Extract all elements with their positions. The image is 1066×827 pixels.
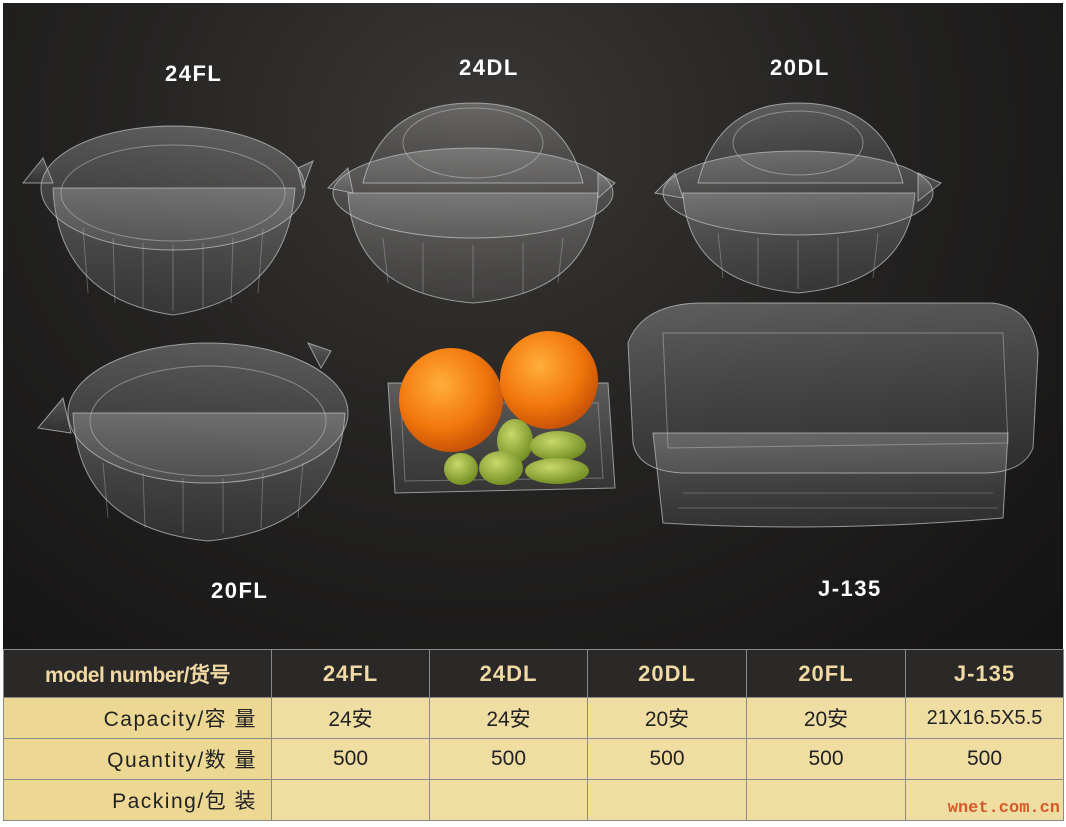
table-row: Capacity/容 量 24安 24安 20安 20安 21X16.5X5.5 xyxy=(3,697,1064,739)
header-24dl: 24DL xyxy=(429,649,588,698)
fruit-tray xyxy=(387,331,616,494)
watermark: wnet.com.cn xyxy=(947,799,1060,818)
product-label-20dl: 20DL xyxy=(770,55,830,80)
table-cell: 500 xyxy=(746,738,906,780)
bowl-24fl xyxy=(21,125,314,316)
table-cell xyxy=(746,779,906,821)
product-label-24fl: 24FL xyxy=(165,61,223,86)
bowl-20fl xyxy=(37,342,349,542)
product-photo: 24FL 24DL 20DL 20FL J-135 xyxy=(3,3,1063,649)
header-24fl: 24FL xyxy=(271,649,430,698)
table-cell xyxy=(429,779,588,821)
product-label-24dl: 24DL xyxy=(459,55,519,80)
table-cell: 500 xyxy=(905,738,1064,780)
table-cell: 500 xyxy=(271,738,430,780)
header-j135: J-135 xyxy=(905,649,1064,698)
table-cell: 500 xyxy=(429,738,588,780)
row-label-packing: Packing/包 装 xyxy=(3,779,272,821)
clamshell-j135 xyxy=(627,302,1039,528)
table-cell: 24安 xyxy=(271,697,430,739)
table-header-row: model number/货号 24FL 24DL 20DL 20FL J-13… xyxy=(3,649,1064,698)
table-cell xyxy=(587,779,747,821)
product-label-20fl: 20FL xyxy=(211,578,269,603)
dome-bowl-20dl xyxy=(653,102,942,294)
table-row: Packing/包 装 xyxy=(3,779,1064,821)
orange-fruit xyxy=(500,331,598,429)
row-label-quantity: Quantity/数 量 xyxy=(3,738,272,780)
table-cell: 20安 xyxy=(587,697,747,739)
row-label-capacity: Capacity/容 量 xyxy=(3,697,272,739)
header-20dl: 20DL xyxy=(587,649,747,698)
dome-bowl-24dl xyxy=(326,102,616,304)
table-cell: 20安 xyxy=(746,697,906,739)
table-cell xyxy=(271,779,430,821)
table-cell: 24安 xyxy=(429,697,588,739)
table-cell xyxy=(905,779,1064,821)
header-20fl: 20FL xyxy=(746,649,906,698)
table-row: Quantity/数 量 500 500 500 500 500 xyxy=(3,738,1064,780)
olive-fruit xyxy=(479,451,523,485)
containers-illustration xyxy=(21,102,1039,542)
olive-fruit xyxy=(530,431,586,461)
product-label-j135: J-135 xyxy=(818,576,882,601)
table-cell: 21X16.5X5.5 xyxy=(905,697,1064,739)
header-model-number: model number/货号 xyxy=(3,649,272,698)
spec-table: model number/货号 24FL 24DL 20DL 20FL J-13… xyxy=(3,649,1064,821)
orange-fruit xyxy=(399,348,503,452)
olive-fruit xyxy=(444,453,478,485)
olive-fruit xyxy=(525,458,589,484)
table-cell: 500 xyxy=(587,738,747,780)
